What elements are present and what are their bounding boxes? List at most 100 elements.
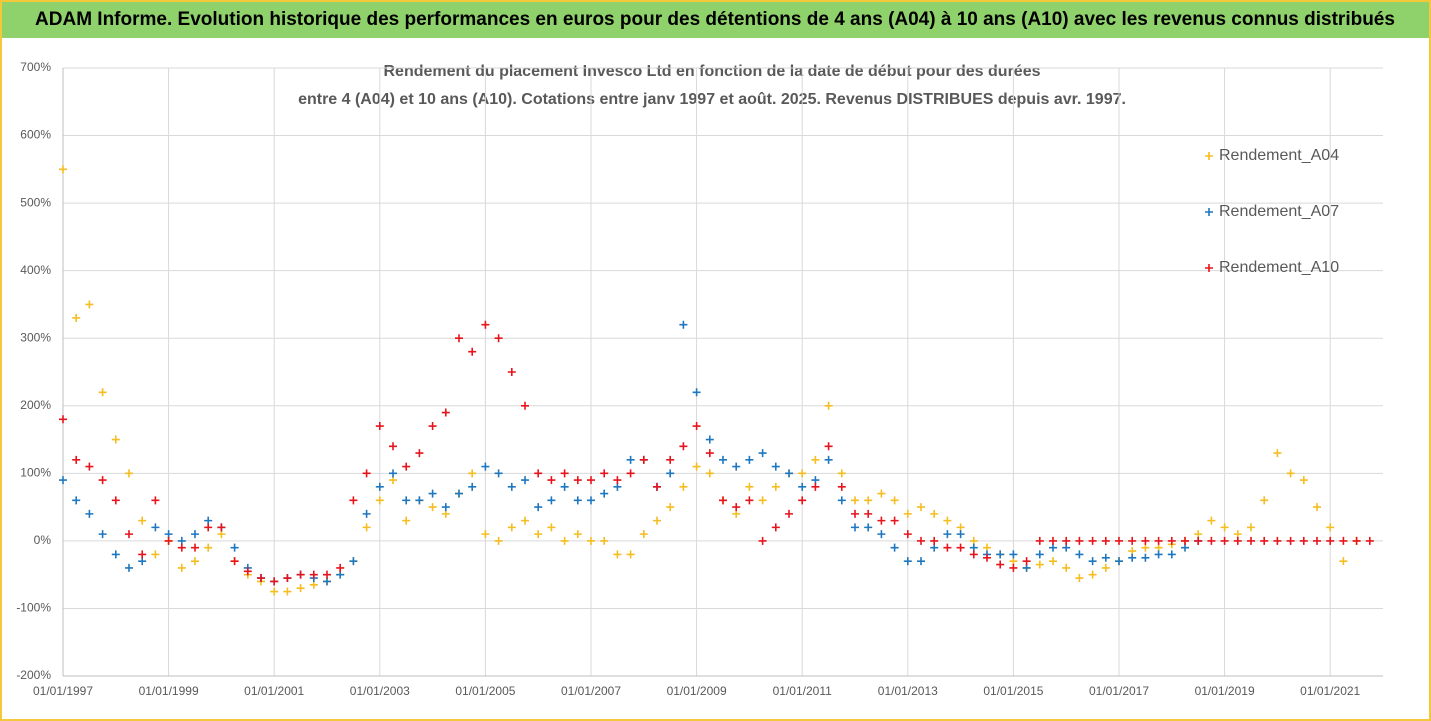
point: [1154, 550, 1163, 559]
point: [692, 422, 701, 431]
point: [59, 415, 67, 424]
point: [705, 435, 714, 444]
point: [864, 523, 873, 532]
point: [851, 523, 859, 532]
x-tick-label: 01/01/2017: [1089, 684, 1149, 698]
point: [785, 509, 793, 518]
point: [811, 455, 820, 464]
point: [653, 482, 661, 491]
point: [824, 442, 833, 451]
point: [296, 584, 305, 593]
point: [481, 462, 490, 471]
point: [111, 550, 120, 559]
point: [573, 476, 582, 485]
point: [521, 401, 529, 410]
point: [72, 455, 81, 464]
point: [1075, 536, 1084, 545]
x-tick-label: 01/01/1999: [139, 684, 199, 698]
point: [415, 449, 424, 458]
point: [1115, 557, 1123, 566]
point: [1299, 536, 1308, 545]
point: [692, 388, 701, 397]
x-tick-label: 01/01/2019: [1195, 684, 1255, 698]
x-tick-label: 01/01/2009: [667, 684, 727, 698]
point: [164, 530, 173, 539]
point: [679, 442, 688, 451]
point: [877, 530, 886, 539]
point: [956, 543, 965, 552]
legend-marker: [1205, 208, 1213, 216]
point: [758, 449, 767, 458]
point: [1181, 536, 1189, 545]
point: [1313, 503, 1321, 512]
point: [217, 523, 226, 532]
point: [1154, 536, 1163, 545]
y-tick-label: 0%: [34, 533, 52, 547]
point: [666, 503, 675, 512]
point: [890, 496, 899, 505]
point: [111, 496, 120, 505]
point: [507, 482, 516, 491]
point: [428, 489, 437, 498]
point: [309, 580, 318, 589]
point: [547, 496, 556, 505]
point: [534, 503, 543, 512]
point: [969, 536, 978, 545]
series: [59, 320, 1374, 586]
point: [1167, 536, 1176, 545]
point: [59, 165, 67, 174]
point: [521, 476, 529, 485]
point: [626, 469, 635, 478]
point: [1326, 536, 1335, 545]
point: [1062, 543, 1071, 552]
point: [851, 509, 859, 518]
point: [283, 587, 292, 596]
point: [111, 435, 120, 444]
point: [257, 574, 265, 583]
point: [85, 509, 94, 518]
point: [930, 536, 939, 545]
point: [521, 516, 529, 525]
x-tick-label: 01/01/2015: [983, 684, 1043, 698]
point: [613, 482, 622, 491]
point: [138, 550, 147, 559]
point: [956, 530, 965, 539]
point: [1207, 516, 1216, 525]
point: [587, 476, 595, 485]
point: [666, 469, 675, 478]
point: [441, 503, 450, 512]
point: [930, 543, 939, 552]
point: [98, 476, 107, 485]
point: [349, 557, 358, 566]
legend-label: Rendement_A10: [1219, 259, 1339, 276]
point: [375, 422, 384, 431]
point: [428, 503, 437, 512]
point: [1313, 536, 1321, 545]
point: [864, 509, 873, 518]
point: [1101, 553, 1110, 562]
point: [336, 563, 345, 572]
point: [85, 300, 94, 309]
point: [1365, 536, 1374, 545]
point: [903, 509, 912, 518]
point: [1352, 536, 1361, 545]
point: [917, 503, 925, 512]
point: [468, 347, 477, 356]
point: [626, 550, 635, 559]
y-tick-label: 500%: [20, 195, 51, 209]
point: [177, 563, 186, 572]
point: [758, 496, 767, 505]
title-bar: [2, 2, 1429, 38]
point: [362, 469, 371, 478]
point: [1299, 476, 1308, 485]
point: [864, 496, 873, 505]
point: [573, 496, 582, 505]
point: [1022, 563, 1031, 572]
point: [402, 462, 411, 471]
point: [428, 422, 437, 431]
point: [1049, 557, 1057, 566]
point: [600, 536, 609, 545]
point: [771, 462, 780, 471]
x-tick-label: 01/01/2005: [455, 684, 515, 698]
